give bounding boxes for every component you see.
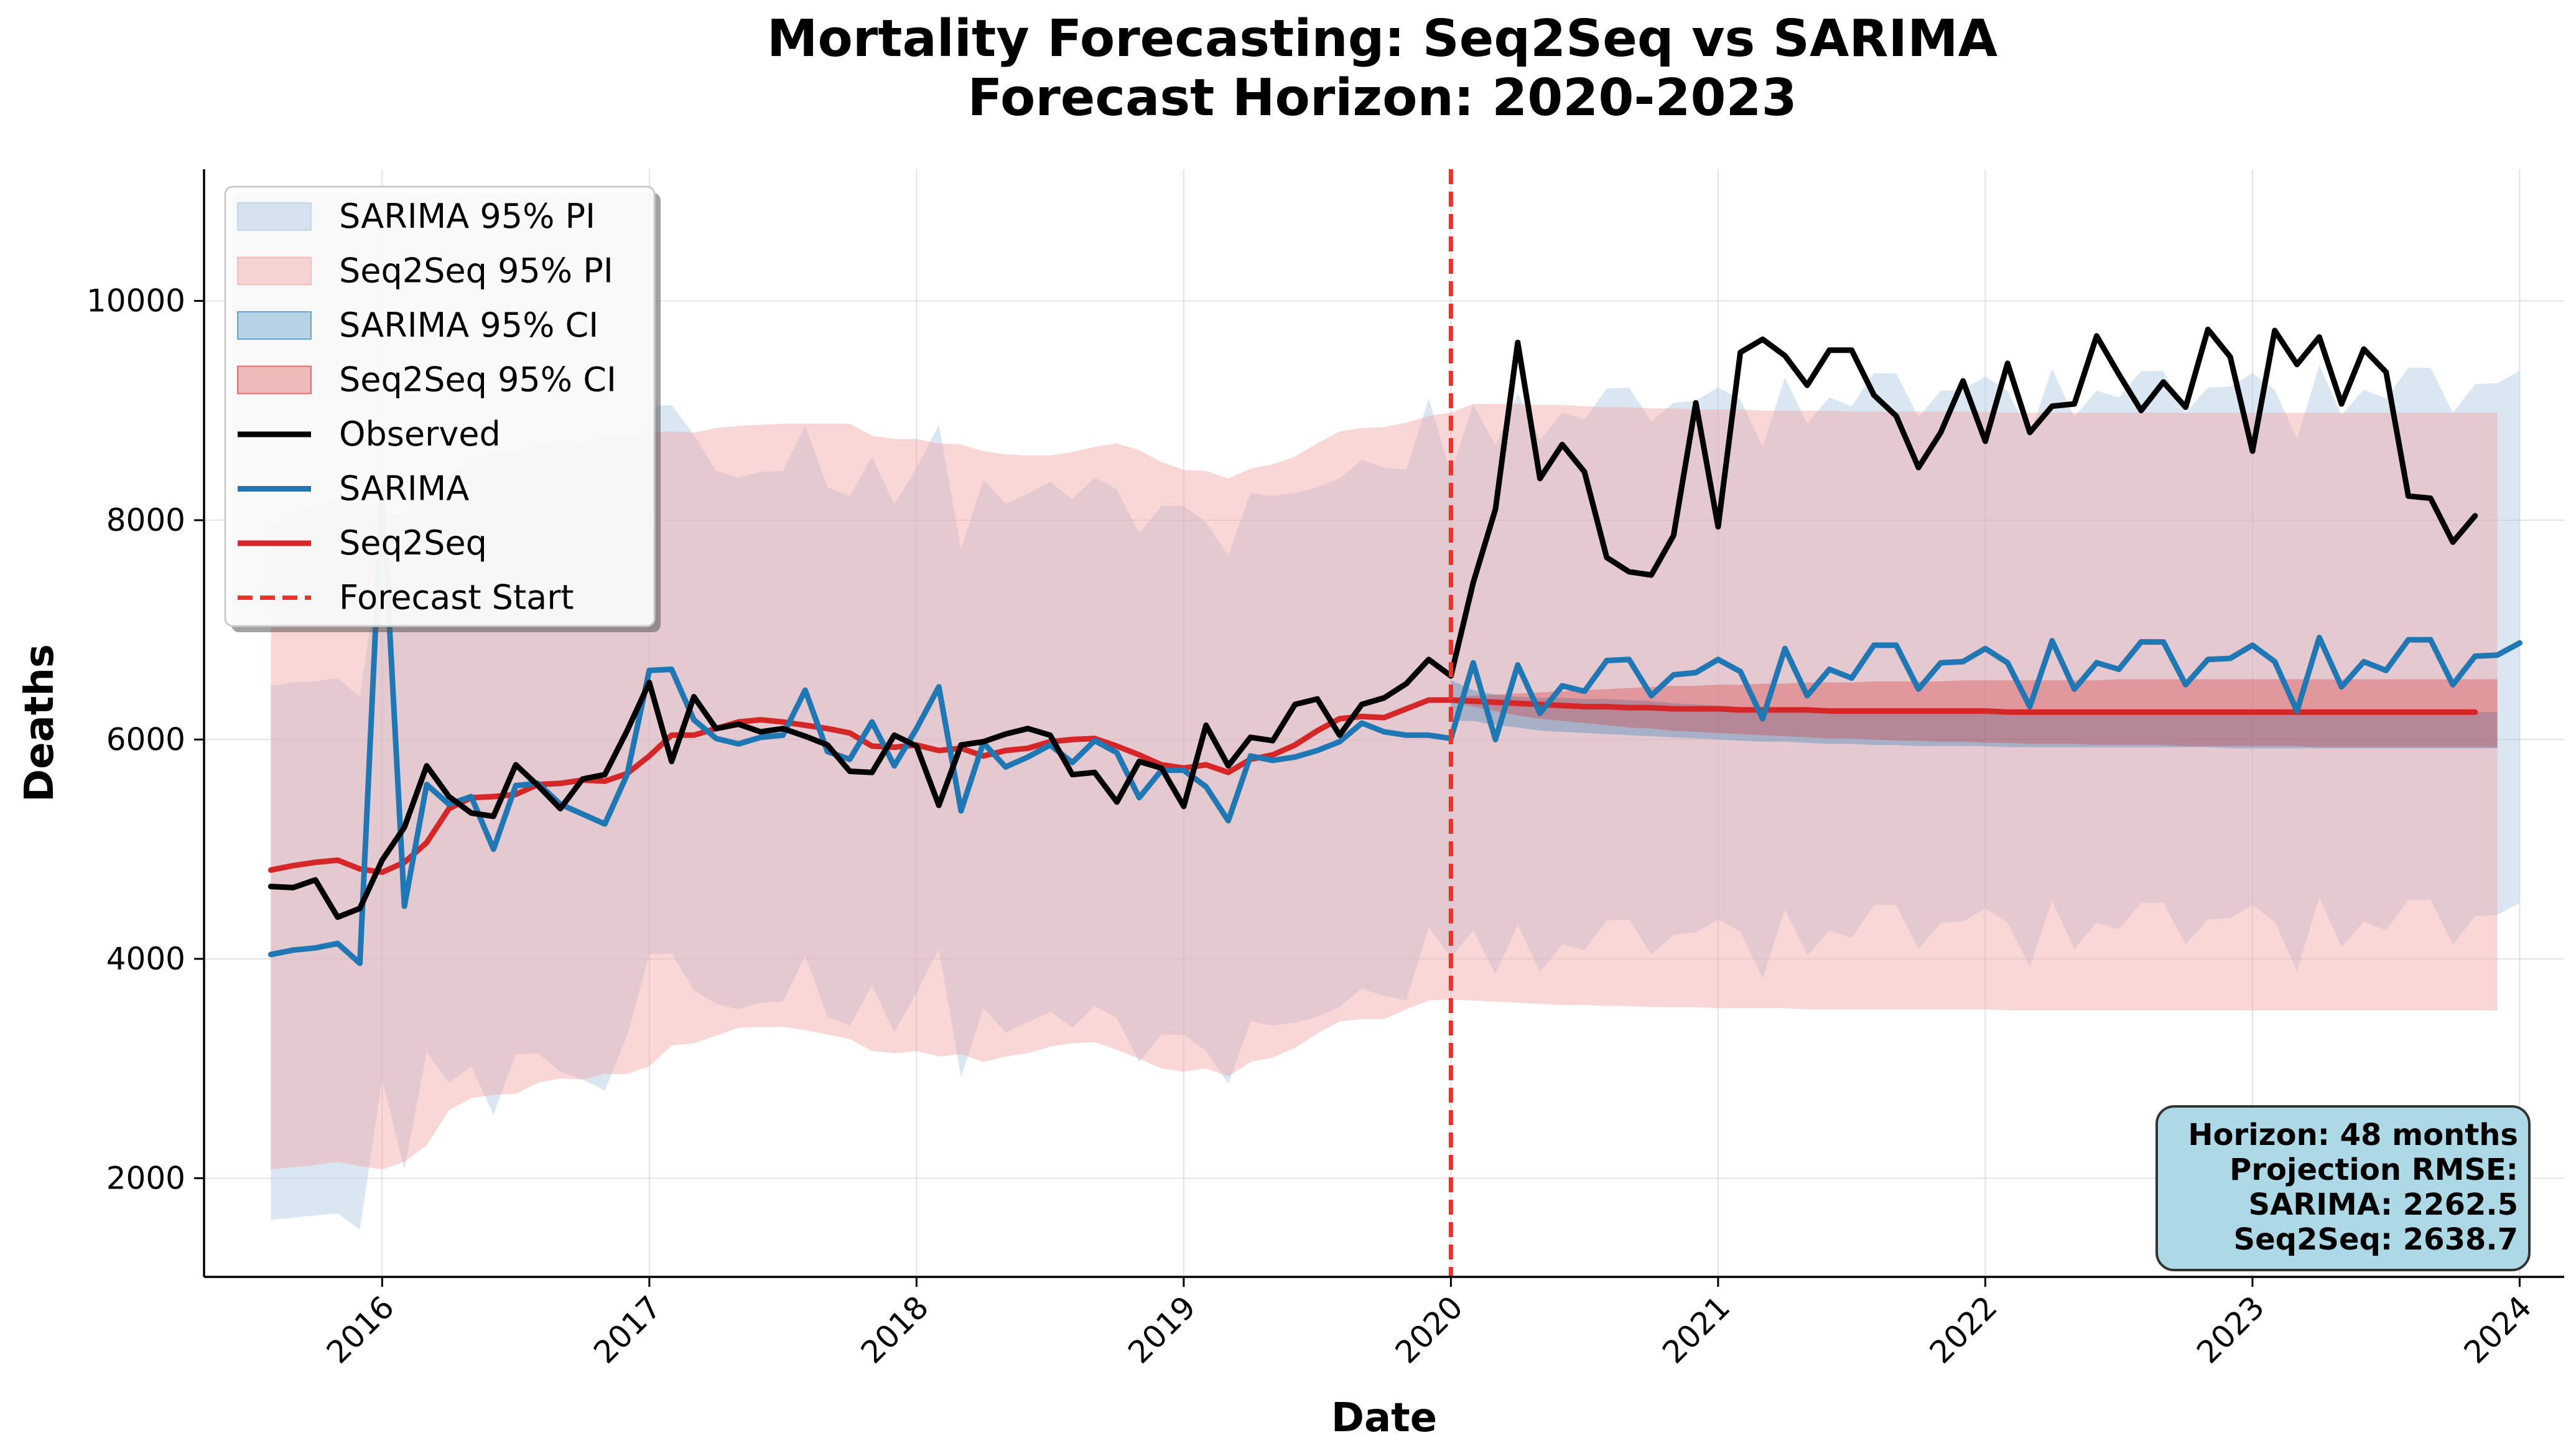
observed-line bbox=[267, 326, 2478, 920]
legend-label-forecast-start: Forecast Start bbox=[339, 578, 574, 617]
y-tick-label: 6000 bbox=[106, 721, 185, 757]
sarima-pi-band bbox=[271, 365, 2520, 1230]
legend: SARIMA 95% PI Seq2Seq 95% PI SARIMA 95% CI… bbox=[224, 185, 661, 632]
legend-swatch-sarima-pi bbox=[237, 202, 312, 231]
annotation-line-sarima-rmse: SARIMA: 2262.5 bbox=[2249, 1187, 2518, 1222]
legend-label-seq2seq-pi: Seq2Seq 95% PI bbox=[339, 251, 613, 291]
legend-label-observed: Observed bbox=[339, 414, 501, 454]
legend-swatch-sarima-ci bbox=[237, 311, 312, 340]
chart-title-line1: Mortality Forecasting: Seq2Seq vs SARIMA bbox=[767, 9, 1998, 68]
axes bbox=[203, 169, 2564, 1278]
y-tick-label: 8000 bbox=[106, 502, 185, 538]
legend-label-seq2seq-ci: Seq2Seq 95% CI bbox=[339, 360, 616, 399]
sarima-ci-band bbox=[1451, 680, 2498, 749]
y-tick-label: 4000 bbox=[106, 941, 185, 977]
chart-title-line2: Forecast Horizon: 2020-2023 bbox=[967, 68, 1797, 128]
legend-swatch-seq2seq-ci bbox=[237, 365, 312, 395]
annotation-line-horizon: Horizon: 48 months bbox=[2188, 1118, 2518, 1152]
confidence-bands bbox=[271, 365, 2520, 1230]
legend-swatch-seq2seq-pi bbox=[237, 256, 312, 286]
x-axis-label: Date bbox=[1331, 1395, 1437, 1441]
y-tick-label: 10000 bbox=[86, 283, 185, 319]
y-tick-label: 2000 bbox=[106, 1160, 185, 1196]
rmse-annotation-box: Horizon: 48 months Projection RMSE: SARI… bbox=[2155, 1105, 2531, 1271]
legend-label-sarima-pi: SARIMA 95% PI bbox=[339, 197, 595, 236]
seq2seq-pi-band bbox=[271, 404, 2498, 1170]
legend-frame bbox=[224, 185, 656, 627]
annotation-line-rmse-heading: Projection RMSE: bbox=[2230, 1152, 2518, 1187]
legend-label-sarima: SARIMA bbox=[339, 469, 469, 508]
legend-label-seq2seq: Seq2Seq bbox=[339, 523, 487, 563]
annotation-background bbox=[2155, 1105, 2531, 1271]
series-lines bbox=[267, 169, 2523, 1277]
y-axis-label: Deaths bbox=[17, 644, 63, 802]
seq2seq-line bbox=[267, 697, 2478, 876]
annotation-line-seq2seq-rmse: Seq2Seq: 2638.7 bbox=[2234, 1222, 2519, 1257]
legend-label-sarima-ci: SARIMA 95% CI bbox=[339, 306, 598, 345]
